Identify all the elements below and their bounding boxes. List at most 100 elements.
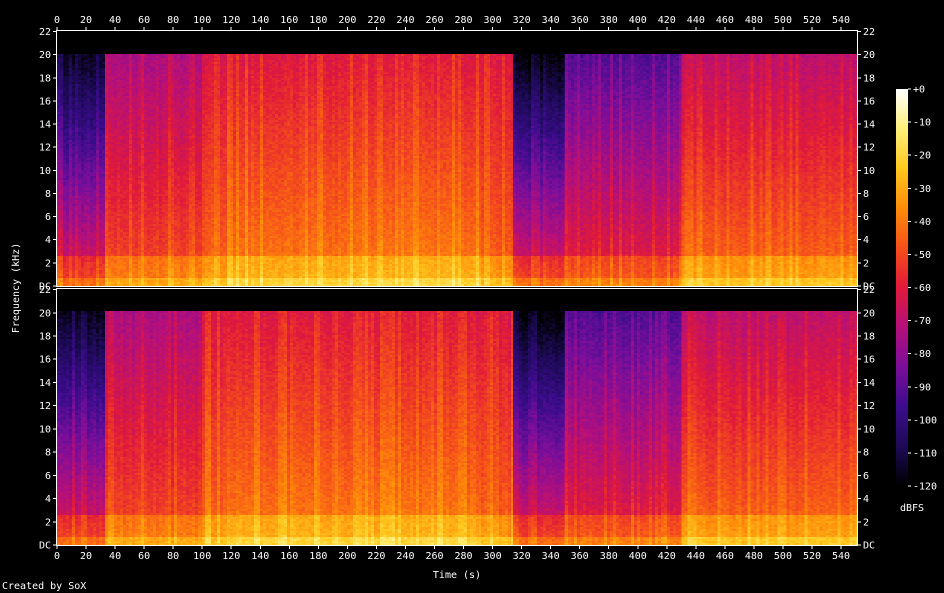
channel-2-spectrogram <box>57 289 857 545</box>
colorbar-tick-label: -100 <box>913 415 937 426</box>
y-tick-label-right: 22 <box>863 285 875 296</box>
y-tick-label-right: 2 <box>863 517 869 528</box>
x-tick-label-bottom: 60 <box>138 551 150 562</box>
colorbar-tick-label: -80 <box>913 349 931 360</box>
y-tick-label-left: 6 <box>45 212 51 223</box>
x-tick-label-top: 460 <box>716 15 734 26</box>
segment-0 <box>57 54 105 286</box>
colorbar-label: dBFS <box>900 503 924 514</box>
x-tick-label-bottom: 540 <box>832 551 850 562</box>
y-tick-label-left: 22 <box>39 27 51 38</box>
y-tick-label-right: 20 <box>863 308 875 319</box>
segment-4 <box>481 54 513 286</box>
segment-5 <box>513 54 565 286</box>
x-tick-label-top: 400 <box>629 15 647 26</box>
segment-3 <box>227 54 481 286</box>
x-tick-label-bottom: 360 <box>571 551 589 562</box>
x-tick-label-top: 20 <box>80 15 92 26</box>
colorbar-tick-label: -50 <box>913 250 931 261</box>
y-tick-label-left: 12 <box>39 401 51 412</box>
y-tick-label-left: 8 <box>45 448 51 459</box>
colorbar-tick-label: -20 <box>913 151 931 162</box>
x-tick-label-top: 180 <box>309 15 327 26</box>
y-tick-label-right: 8 <box>863 189 869 200</box>
x-tick-label-bottom: 280 <box>455 551 473 562</box>
x-tick-label-bottom: 160 <box>280 551 298 562</box>
x-tick-label-bottom: 140 <box>251 551 269 562</box>
x-tick-label-bottom: 340 <box>542 551 560 562</box>
segment-6 <box>565 311 681 545</box>
x-axis-label: Time (s) <box>433 570 481 581</box>
x-tick-label-top: 100 <box>193 15 211 26</box>
y-tick-label-right: 10 <box>863 424 875 435</box>
y-tick-label-right: 20 <box>863 50 875 61</box>
y-tick-label-left: 2 <box>45 258 51 269</box>
y-tick-label-right: 4 <box>863 494 869 505</box>
segment-3 <box>227 311 481 545</box>
colorbar-tick-label: -110 <box>913 448 937 459</box>
x-tick-label-top: 300 <box>484 15 502 26</box>
segment-7 <box>681 54 857 286</box>
colorbar-tick-label: +0 <box>913 85 925 96</box>
x-tick-label-top: 160 <box>280 15 298 26</box>
x-tick-label-top: 340 <box>542 15 560 26</box>
y-tick-label-left: 22 <box>39 285 51 296</box>
y-tick-label-right: 4 <box>863 235 869 246</box>
y-tick-label-left: 18 <box>39 332 51 343</box>
y-tick-label-left: 14 <box>39 120 51 131</box>
colorbar-tick-label: -40 <box>913 217 931 228</box>
y-axis-label: Frequency (kHz) <box>11 243 22 333</box>
x-tick-label-bottom: 260 <box>425 551 443 562</box>
x-tick-label-top: 440 <box>687 15 705 26</box>
y-tick-label-left: 6 <box>45 471 51 482</box>
y-tick-label-left: 8 <box>45 189 51 200</box>
x-tick-label-top: 280 <box>455 15 473 26</box>
y-tick-label-right: 2 <box>863 258 869 269</box>
x-tick-label-top: 240 <box>396 15 414 26</box>
x-tick-label-top: 260 <box>425 15 443 26</box>
y-tick-label-right: 12 <box>863 143 875 154</box>
segment-2 <box>202 311 227 545</box>
x-tick-label-bottom: 300 <box>484 551 502 562</box>
x-tick-label-bottom: 460 <box>716 551 734 562</box>
colorbar <box>896 89 908 486</box>
x-tick-label-bottom: 220 <box>367 551 385 562</box>
x-tick-label-top: 60 <box>138 15 150 26</box>
y-tick-label-right: 6 <box>863 471 869 482</box>
x-tick-label-top: 380 <box>600 15 618 26</box>
x-tick-label-bottom: 40 <box>109 551 121 562</box>
y-tick-label-right: 16 <box>863 96 875 107</box>
x-tick-label-top: 320 <box>513 15 531 26</box>
x-tick-label-top: 420 <box>658 15 676 26</box>
y-tick-label-left: 16 <box>39 355 51 366</box>
x-tick-label-top: 200 <box>338 15 356 26</box>
x-tick-label-bottom: 400 <box>629 551 647 562</box>
y-tick-label-right: 14 <box>863 120 875 131</box>
y-tick-label-right: DC <box>863 541 875 552</box>
y-tick-label-right: 14 <box>863 378 875 389</box>
x-tick-label-bottom: 20 <box>80 551 92 562</box>
x-tick-label-bottom: 480 <box>745 551 763 562</box>
x-tick-label-bottom: 100 <box>193 551 211 562</box>
colorbar-tick-label: -70 <box>913 316 931 327</box>
y-tick-label-right: 18 <box>863 73 875 84</box>
x-tick-label-top: 40 <box>109 15 121 26</box>
channel-1-spectrogram <box>57 31 857 286</box>
y-tick-label-left: 14 <box>39 378 51 389</box>
x-tick-label-bottom: 0 <box>54 551 60 562</box>
x-tick-label-top: 360 <box>571 15 589 26</box>
y-tick-label-right: 6 <box>863 212 869 223</box>
y-tick-label-left: 10 <box>39 424 51 435</box>
colorbar-tick-label: -10 <box>913 118 931 129</box>
x-tick-label-bottom: 320 <box>513 551 531 562</box>
segment-0 <box>57 311 105 545</box>
x-tick-label-bottom: 240 <box>396 551 414 562</box>
colorbar-tick-label: -120 <box>913 482 937 493</box>
x-tick-label-top: 480 <box>745 15 763 26</box>
segment-6 <box>565 54 681 286</box>
colorbar-tick-label: -60 <box>913 283 931 294</box>
y-tick-label-left: 18 <box>39 73 51 84</box>
x-tick-label-bottom: 380 <box>600 551 618 562</box>
